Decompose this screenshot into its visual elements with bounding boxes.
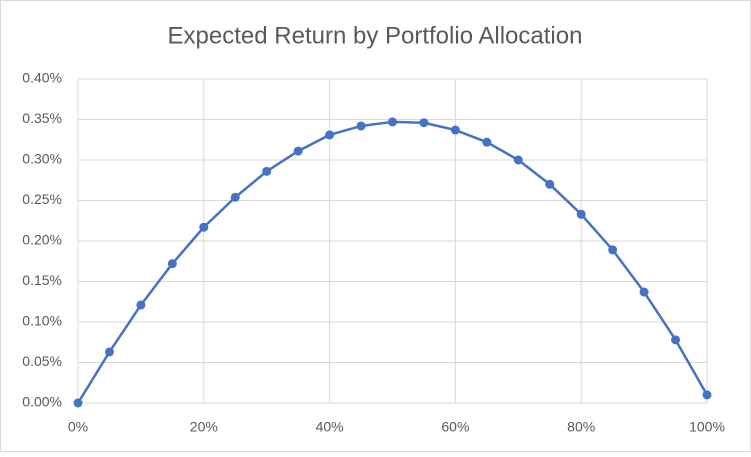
data-point bbox=[671, 335, 681, 345]
x-tick-label: 20% bbox=[190, 419, 218, 435]
data-point bbox=[325, 130, 335, 140]
y-tick-label: 0.05% bbox=[22, 353, 62, 369]
data-point bbox=[482, 137, 492, 147]
x-tick-label: 60% bbox=[441, 419, 469, 435]
y-tick-label: 0.10% bbox=[22, 313, 62, 329]
data-point bbox=[356, 121, 366, 131]
chart-title: Expected Return by Portfolio Allocation bbox=[168, 22, 583, 49]
data-point bbox=[293, 146, 303, 156]
x-tick-label: 0% bbox=[68, 419, 88, 435]
data-point bbox=[104, 347, 114, 357]
data-point bbox=[199, 222, 209, 232]
x-tick-label: 40% bbox=[316, 419, 344, 435]
y-tick-label: 0.15% bbox=[22, 272, 62, 288]
x-tick-label: 80% bbox=[567, 419, 595, 435]
x-tick-label: 100% bbox=[689, 419, 725, 435]
data-point bbox=[167, 259, 177, 269]
data-point bbox=[73, 398, 83, 408]
data-point bbox=[513, 155, 523, 165]
data-point bbox=[639, 287, 649, 297]
data-point bbox=[608, 245, 618, 255]
data-point bbox=[388, 117, 397, 127]
y-tick-label: 0.40% bbox=[22, 70, 62, 86]
y-tick-label: 0.35% bbox=[22, 110, 62, 126]
data-point bbox=[450, 125, 460, 135]
y-tick-label: 0.25% bbox=[22, 191, 62, 207]
data-point bbox=[419, 118, 429, 128]
data-point bbox=[230, 192, 240, 202]
data-point bbox=[576, 209, 586, 219]
y-tick-label: 0.20% bbox=[22, 232, 62, 248]
data-point bbox=[262, 166, 272, 176]
y-tick-label: 0.00% bbox=[22, 394, 62, 410]
data-point bbox=[702, 390, 712, 400]
data-point bbox=[545, 179, 555, 189]
data-point bbox=[136, 300, 146, 310]
y-tick-label: 0.30% bbox=[22, 151, 62, 167]
